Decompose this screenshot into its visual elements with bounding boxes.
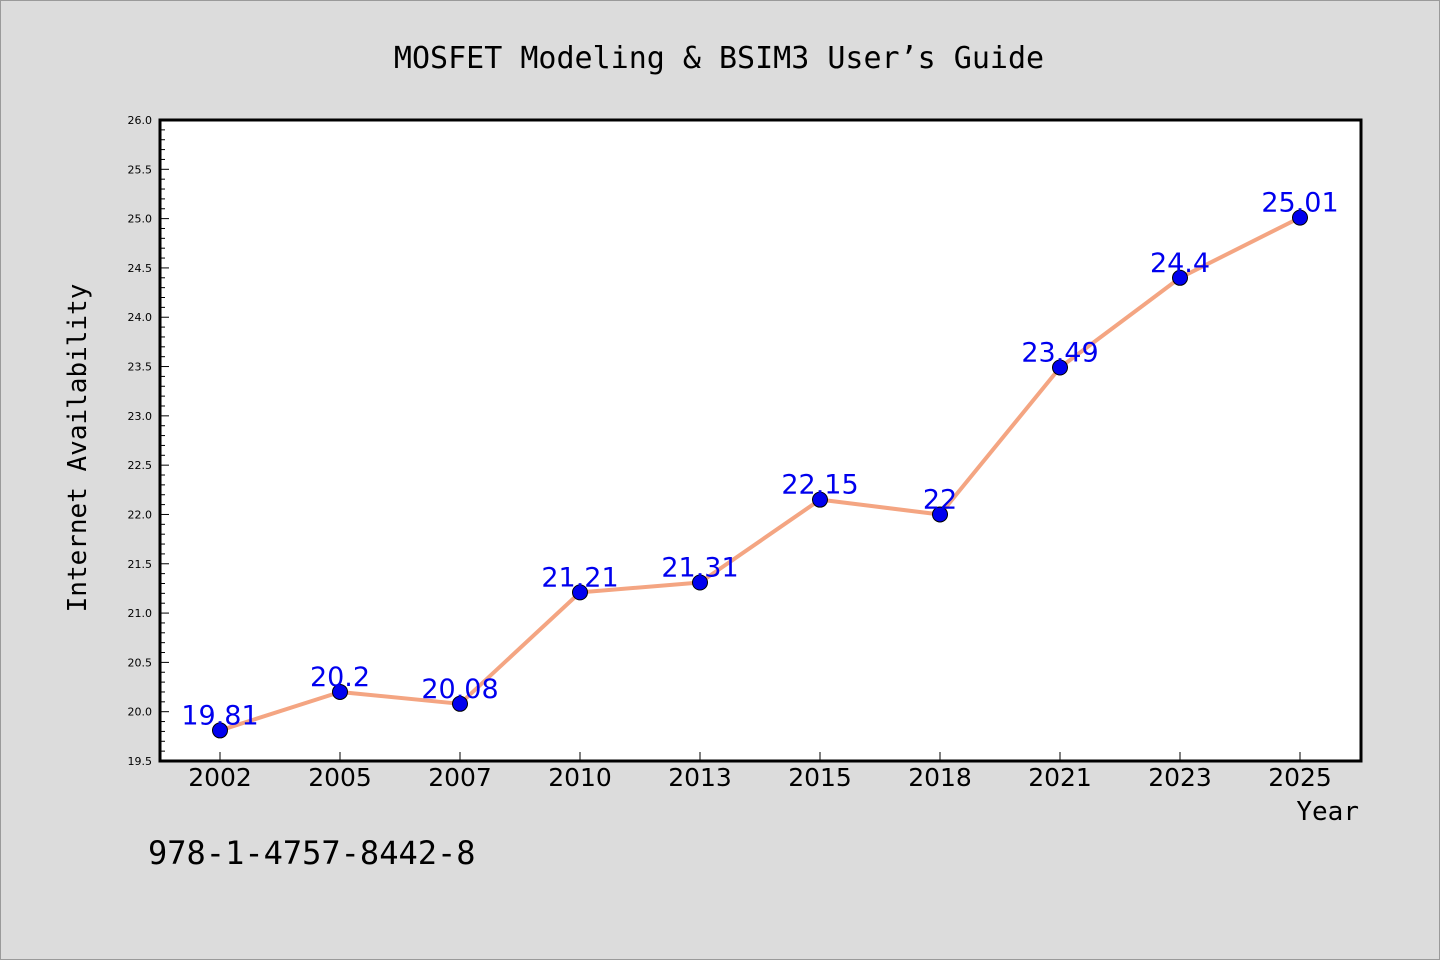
x-tick-label: 2023 xyxy=(1148,763,1212,792)
data-label: 25.01 xyxy=(1261,188,1338,219)
data-label: 23.49 xyxy=(1021,338,1098,369)
x-tick-label: 2018 xyxy=(908,763,972,792)
data-point xyxy=(1052,359,1068,376)
x-axis: 2002 2005 2007 2010 2013 2015 2018 2021 2023 2025 xyxy=(188,752,1332,792)
x-tick-label: 2007 xyxy=(428,763,492,792)
data-point xyxy=(332,683,348,700)
y-axis-title: Internet Availability xyxy=(63,284,93,613)
y-tick-label: 23.5 xyxy=(128,361,153,374)
y-tick-label: 24.0 xyxy=(128,311,153,324)
data-label: 24.4 xyxy=(1150,248,1210,279)
x-tick-label: 2013 xyxy=(668,763,732,792)
series-layer: 19.81 20.2 20.08 21.21 21.31 22.15 22 23.49 24.4… xyxy=(181,188,1339,739)
y-tick-label: 23.0 xyxy=(128,410,153,423)
data-point xyxy=(452,695,468,712)
chart-title: MOSFET Modeling & BSIM3 User’s Guide xyxy=(394,41,1044,76)
y-tick-label: 20.0 xyxy=(128,706,153,719)
x-tick-label: 2021 xyxy=(1028,763,1092,792)
data-label: 22.15 xyxy=(781,470,858,501)
y-tick-label: 21.5 xyxy=(128,558,153,571)
data-point xyxy=(932,506,948,523)
plot-area xyxy=(158,118,1363,763)
data-label: 21.21 xyxy=(541,562,618,593)
x-tick-label: 2002 xyxy=(188,763,252,792)
data-label: 22 xyxy=(923,484,957,515)
data-point xyxy=(812,491,828,508)
data-point xyxy=(1172,269,1188,286)
data-label: 20.2 xyxy=(310,662,370,693)
y-tick-label: 25.5 xyxy=(128,163,153,176)
data-point xyxy=(212,722,228,739)
data-point xyxy=(572,584,588,601)
y-tick-label: 24.5 xyxy=(128,262,153,275)
y-tick-label: 19.5 xyxy=(128,755,153,768)
y-tick-label: 22.0 xyxy=(128,508,153,521)
y-tick-label: 20.5 xyxy=(128,656,153,669)
x-tick-label: 2015 xyxy=(788,763,852,792)
y-tick-label: 22.5 xyxy=(128,459,153,472)
data-label: 21.31 xyxy=(661,553,738,584)
series-line xyxy=(218,215,1302,733)
footnote: 978-1-4757-8442-8 xyxy=(148,834,476,872)
data-label: 19.81 xyxy=(181,700,258,731)
y-tick-label: 25.0 xyxy=(128,213,153,226)
y-axis: 19.5 20.0 20.5 21.0 21.5 22.0 22.5 23.0 23.5 24.0… xyxy=(128,114,169,768)
data-point xyxy=(692,574,708,591)
y-tick-label: 26.0 xyxy=(128,114,153,127)
y-tick-label: 21.0 xyxy=(128,607,153,620)
data-label: 20.08 xyxy=(421,674,498,705)
data-point xyxy=(1292,209,1308,226)
x-tick-label: 2005 xyxy=(308,763,372,792)
x-axis-title: Year xyxy=(1296,797,1359,827)
x-tick-label: 2010 xyxy=(548,763,612,792)
x-tick-label: 2025 xyxy=(1268,763,1332,792)
